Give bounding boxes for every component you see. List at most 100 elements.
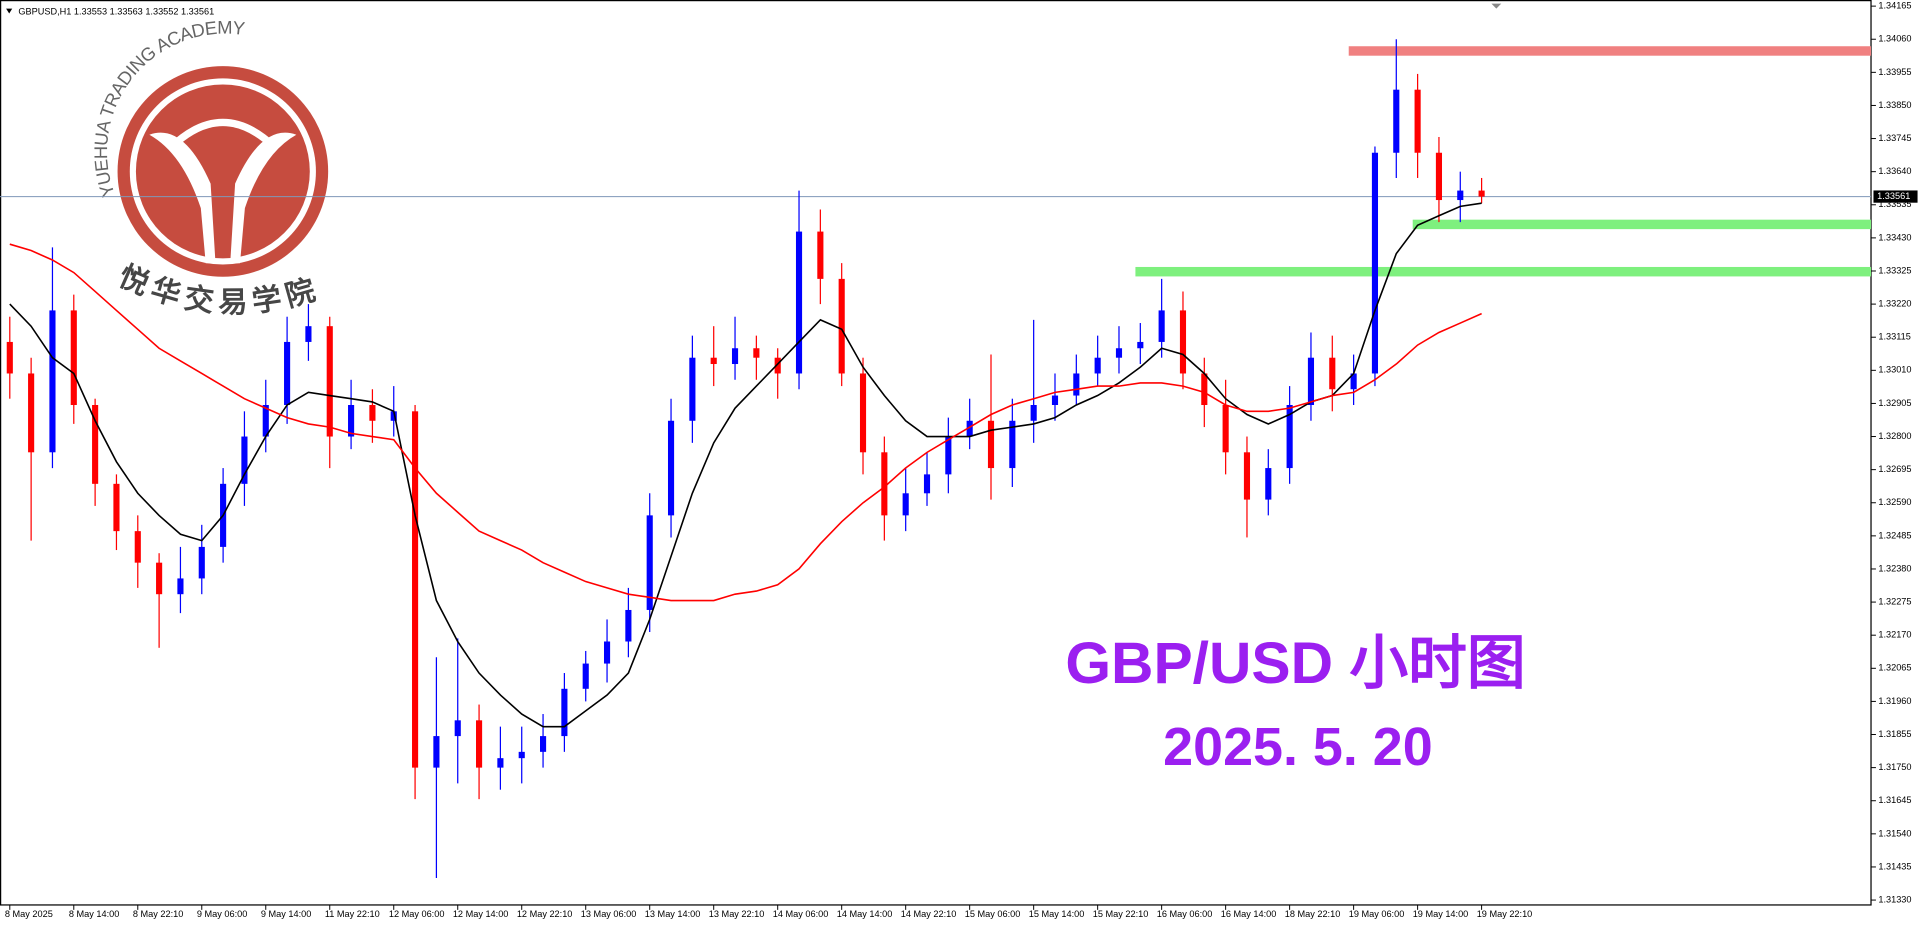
candle-body [49, 310, 56, 453]
y-tick-label: 1.32275 [1878, 597, 1911, 607]
y-tick-label: 1.33220 [1878, 299, 1911, 309]
x-tick-label: 9 May 06:00 [197, 909, 247, 919]
candle-body [1350, 373, 1357, 390]
candle-body [241, 436, 248, 484]
x-tick-label: 15 May 14:00 [1029, 909, 1085, 919]
x-tick-label: 12 May 22:10 [517, 909, 573, 919]
candle-body [262, 405, 269, 437]
y-tick-label: 1.33955 [1878, 67, 1911, 77]
x-tick-label: 8 May 14:00 [69, 909, 119, 919]
level-zone [1412, 219, 1872, 230]
candle-body [667, 420, 675, 516]
candle-body [1094, 357, 1101, 374]
candle-body [859, 373, 867, 453]
y-tick-label: 1.32380 [1878, 563, 1911, 573]
level-zone [1348, 46, 1872, 56]
logo-arc [168, 118, 277, 150]
candle-body [28, 373, 35, 453]
candle-body [70, 310, 77, 406]
x-tick-label: 8 May 22:10 [133, 909, 183, 919]
y-tick-label: 1.32695 [1878, 464, 1911, 474]
x-tick-label: 16 May 14:00 [1221, 909, 1277, 919]
candle-body [433, 736, 440, 768]
candle-body [305, 326, 312, 342]
candle-body [326, 326, 333, 437]
x-tick-label: 9 May 14:00 [261, 909, 311, 919]
x-tick-label: 14 May 22:10 [901, 909, 957, 919]
candle-body [646, 515, 653, 610]
candle-body [966, 420, 973, 437]
moving-average-line [9, 243, 1482, 602]
candle-body [902, 493, 909, 516]
y-tick-label: 1.31855 [1878, 729, 1911, 739]
x-tick-label: 19 May 14:00 [1413, 909, 1469, 919]
y-tick-label: 1.33010 [1878, 365, 1911, 375]
candle-body [1457, 190, 1464, 201]
candle-body [1478, 190, 1485, 197]
x-tick-label: 16 May 06:00 [1157, 909, 1213, 919]
x-tick-label: 12 May 06:00 [389, 909, 445, 919]
candle-body [177, 578, 184, 595]
candle-body [134, 531, 141, 563]
candle-body [582, 663, 589, 689]
x-tick-label: 18 May 22:10 [1285, 909, 1341, 919]
candle-body [454, 720, 461, 737]
candle-body [795, 231, 803, 374]
candle-body [1115, 348, 1123, 358]
y-tick-label: 1.31750 [1878, 762, 1911, 772]
candle-body [817, 231, 824, 279]
candle-body [881, 452, 888, 516]
y-tick-label: 1.33535 [1878, 199, 1911, 209]
last-price-label: 1.33561 [1877, 191, 1910, 201]
candle-body [6, 341, 13, 374]
candle-body [1222, 405, 1229, 453]
y-tick-label: 1.33115 [1878, 332, 1910, 342]
candle-body [1158, 310, 1165, 342]
candle-body [540, 736, 547, 752]
x-tick-label: 15 May 06:00 [965, 909, 1021, 919]
x-tick-label: 13 May 14:00 [645, 909, 701, 919]
candle-body [1073, 373, 1080, 396]
x-tick-label: 14 May 06:00 [773, 909, 829, 919]
candle-body [198, 546, 205, 579]
overlay-date: 2025. 5. 20 [1163, 717, 1433, 777]
y-tick-label: 1.33640 [1878, 166, 1911, 176]
x-tick-label: 14 May 14:00 [837, 909, 893, 919]
y-tick-label: 1.34060 [1878, 34, 1911, 44]
candle-body [1030, 405, 1037, 421]
candle-body [92, 405, 99, 484]
menu-arrow [6, 8, 13, 14]
candle-body [1137, 341, 1144, 349]
candle-body [603, 641, 611, 664]
candle-body [1435, 152, 1443, 201]
candle-body [1414, 89, 1421, 153]
y-tick-label: 1.31540 [1878, 828, 1911, 838]
x-tick-label: 11 May 22:10 [325, 909, 380, 919]
x-tick-label: 12 May 14:00 [453, 909, 509, 919]
candle-body [1286, 405, 1293, 469]
candle-body [838, 278, 845, 374]
x-tick-label: 8 May 2025 [5, 909, 53, 919]
y-tick-label: 1.32800 [1878, 431, 1911, 441]
candle-body [412, 411, 419, 768]
plot-frame [0, 0, 1872, 906]
candle-body [731, 348, 739, 365]
y-tick-label: 1.32170 [1878, 630, 1911, 640]
candle-body [561, 688, 568, 737]
y-tick-label: 1.31960 [1878, 696, 1911, 706]
candle-body [753, 348, 760, 358]
shift-marker [1491, 3, 1502, 9]
candle-body [113, 483, 120, 532]
candle-body [689, 357, 696, 421]
candle-body [774, 357, 781, 374]
candle-body [1393, 89, 1400, 153]
y-tick-label: 1.31435 [1878, 861, 1911, 871]
y-tick-label: 1.32590 [1878, 497, 1911, 507]
candle-body [710, 357, 717, 365]
candle-body [390, 411, 397, 421]
candle-body [284, 341, 291, 406]
y-tick-label: 1.33850 [1878, 100, 1911, 110]
candle-body [476, 720, 483, 768]
